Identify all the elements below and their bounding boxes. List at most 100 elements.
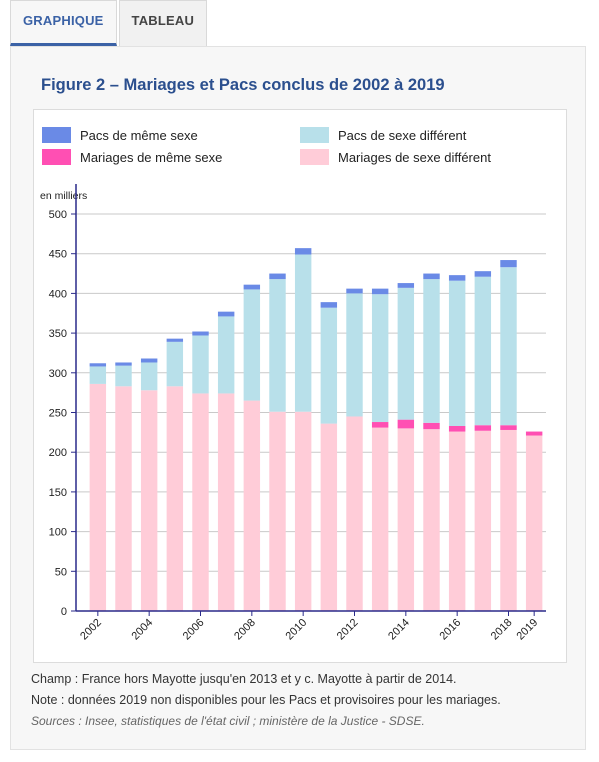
bar-2016-mariages-de-meme-sexe	[448, 425, 466, 432]
y-tick-label-50: 50	[55, 566, 67, 578]
y-tick-label-150: 150	[49, 487, 67, 499]
bar-2013-pacs-de-sexe-different	[371, 294, 389, 423]
bar-2018-pacs-de-sexe-different	[500, 267, 517, 426]
bar-2007-pacs-de-sexe-different	[217, 316, 235, 394]
bar-2014-mariages-de-sexe-different	[397, 428, 415, 611]
bar-2016-pacs-de-sexe-different	[448, 280, 466, 426]
bar-2018-pacs-de-meme-sexe	[500, 260, 517, 268]
bar-2004-pacs-de-meme-sexe	[140, 358, 158, 363]
bar-2017-pacs-de-sexe-different	[474, 276, 492, 426]
bar-2017-mariages-de-sexe-different	[474, 430, 492, 611]
bar-2011-pacs-de-meme-sexe	[320, 302, 338, 308]
bar-2006-mariages-de-sexe-different	[192, 393, 209, 611]
legend-swatch-pacs-de-sexe-different	[300, 127, 329, 143]
figure-title: Figure 2 – Mariages et Pacs conclus de 2…	[41, 76, 445, 94]
legend-swatch-mariages-de-meme-sexe	[42, 149, 71, 165]
y-tick-label-200: 200	[49, 447, 67, 459]
bar-2016-pacs-de-meme-sexe	[448, 275, 466, 281]
x-tick-label-2014: 2014	[386, 617, 412, 643]
y-tick-label-100: 100	[49, 527, 67, 539]
x-tick-label-2008: 2008	[232, 617, 258, 643]
legend-label-pacs-de-sexe-different: Pacs de sexe différent	[338, 128, 467, 143]
bar-2014-pacs-de-meme-sexe	[397, 283, 415, 288]
x-tick-label-2002: 2002	[78, 617, 104, 643]
bar-2008-pacs-de-meme-sexe	[243, 284, 261, 290]
bar-2011-mariages-de-sexe-different	[320, 423, 338, 611]
y-tick-label-350: 350	[49, 328, 67, 340]
bar-2015-pacs-de-sexe-different	[423, 279, 440, 423]
legend-label-mariages-de-sexe-different: Mariages de sexe différent	[338, 150, 491, 165]
x-tick-label-2019: 2019	[514, 617, 540, 643]
stacked-bar-chart: Pacs de même sexe Pacs de sexe différent M…	[40, 127, 546, 643]
y-tick-label-300: 300	[49, 368, 67, 380]
bar-2015-mariages-de-sexe-different	[423, 429, 440, 611]
bar-2007-mariages-de-sexe-different	[217, 393, 235, 611]
bar-2017-pacs-de-meme-sexe	[474, 271, 492, 277]
bar-2005-pacs-de-sexe-different	[166, 341, 184, 387]
x-tick-label-2006: 2006	[181, 617, 207, 643]
bar-2012-pacs-de-sexe-different	[346, 293, 363, 417]
x-tick-label-2004: 2004	[129, 617, 155, 643]
bar-2007-pacs-de-meme-sexe	[217, 311, 235, 317]
bar-2019-mariages-de-meme-sexe	[525, 431, 543, 436]
tab-tableau[interactable]: TABLEAU	[118, 0, 208, 46]
bar-2014-mariages-de-meme-sexe	[397, 419, 415, 429]
x-tick-label-2018: 2018	[489, 617, 515, 643]
bar-2013-pacs-de-meme-sexe	[371, 288, 389, 295]
bar-2014-pacs-de-sexe-different	[397, 287, 415, 420]
bar-2009-mariages-de-sexe-different	[269, 411, 286, 611]
bar-2008-pacs-de-sexe-different	[243, 289, 261, 401]
tab-bar: GRAPHIQUE TABLEAU	[10, 0, 208, 46]
legend-swatch-mariages-de-sexe-different	[300, 149, 329, 165]
tab-graphique[interactable]: GRAPHIQUE	[10, 0, 117, 46]
y-tick-label-500: 500	[49, 209, 67, 221]
bar-2004-mariages-de-sexe-different	[140, 390, 158, 611]
legend-label-pacs-de-meme-sexe: Pacs de même sexe	[80, 128, 198, 143]
chart-container: Pacs de même sexe Pacs de sexe différent M…	[33, 109, 567, 663]
bar-2002-pacs-de-meme-sexe	[89, 363, 107, 367]
bar-2015-pacs-de-meme-sexe	[423, 273, 440, 280]
y-tick-label-0: 0	[61, 606, 67, 618]
bar-2016-mariages-de-sexe-different	[448, 431, 466, 611]
bar-2013-mariages-de-meme-sexe	[371, 422, 389, 428]
bar-2015-mariages-de-meme-sexe	[423, 422, 440, 430]
bar-2013-mariages-de-sexe-different	[371, 427, 389, 611]
bar-2019-mariages-de-sexe-different	[525, 435, 543, 611]
bar-2009-pacs-de-meme-sexe	[269, 273, 286, 280]
bar-2005-mariages-de-sexe-different	[166, 386, 184, 611]
x-tick-label-2010: 2010	[283, 617, 309, 643]
note-data: Note : données 2019 non disponibles pour…	[31, 693, 501, 707]
legend-swatch-pacs-de-meme-sexe	[42, 127, 71, 143]
note-champ: Champ : France hors Mayotte jusqu'en 201…	[31, 672, 457, 686]
bar-2006-pacs-de-meme-sexe	[192, 331, 209, 336]
bar-2005-pacs-de-meme-sexe	[166, 338, 184, 342]
y-tick-label-450: 450	[49, 249, 67, 261]
bar-2018-mariages-de-sexe-different	[500, 429, 517, 611]
bar-2012-mariages-de-sexe-different	[346, 416, 363, 611]
bar-2018-mariages-de-meme-sexe	[500, 425, 517, 430]
bar-2012-pacs-de-meme-sexe	[346, 288, 363, 294]
y-axis-label: en milliers	[40, 190, 87, 202]
bar-2008-mariages-de-sexe-different	[243, 400, 261, 611]
bar-2011-pacs-de-sexe-different	[320, 307, 338, 424]
bar-2010-pacs-de-meme-sexe	[294, 248, 312, 255]
y-tick-label-250: 250	[49, 408, 67, 420]
x-tick-label-2012: 2012	[335, 617, 361, 643]
bar-2004-pacs-de-sexe-different	[140, 362, 158, 391]
bar-2010-mariages-de-sexe-different	[294, 411, 312, 611]
bar-2009-pacs-de-sexe-different	[269, 279, 286, 412]
bar-2003-mariages-de-sexe-different	[115, 386, 132, 611]
bar-2010-pacs-de-sexe-different	[294, 254, 312, 412]
y-tick-label-400: 400	[49, 288, 67, 300]
legend-label-mariages-de-meme-sexe: Mariages de même sexe	[80, 150, 222, 165]
bar-2003-pacs-de-sexe-different	[115, 365, 132, 387]
bar-2017-mariages-de-meme-sexe	[474, 425, 492, 431]
x-tick-label-2016: 2016	[437, 617, 463, 643]
bar-2002-mariages-de-sexe-different	[89, 383, 107, 611]
chart-notes: Champ : France hors Mayotte jusqu'en 201…	[31, 669, 501, 732]
bar-2003-pacs-de-meme-sexe	[115, 362, 132, 366]
note-sources: Sources : Insee, statistiques de l'état …	[31, 714, 425, 728]
chart-panel: Figure 2 – Mariages et Pacs conclus de 2…	[10, 46, 586, 750]
bar-2002-pacs-de-sexe-different	[89, 366, 107, 384]
bar-2006-pacs-de-sexe-different	[192, 335, 209, 394]
